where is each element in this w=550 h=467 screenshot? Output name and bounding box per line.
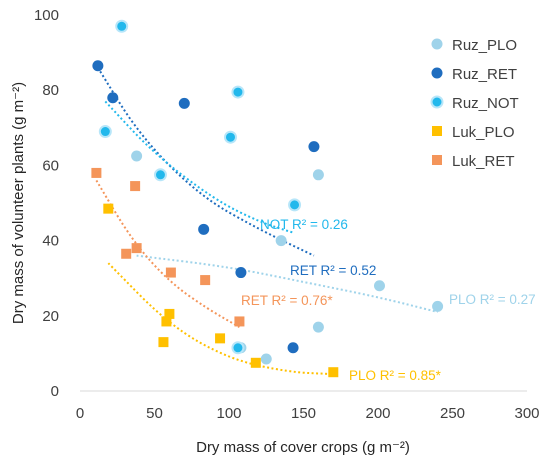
data-point [200,275,211,286]
data-point [178,97,190,109]
data-point [288,198,302,212]
x-tick-label: 150 [291,405,316,422]
data-point [231,85,245,99]
legend-label: Ruz_RET [452,66,517,83]
data-point [158,337,169,348]
y-axis-title: Dry mass of volunteer plants (g m⁻²) [10,82,27,324]
legend-label: Ruz_PLO [452,37,517,54]
data-point [164,308,175,319]
data-point [432,300,444,312]
fit-label-ruz-not: NOT R² = 0.26 [260,217,348,232]
x-tick-label: 100 [216,405,241,422]
y-tick-label: 0 [51,383,59,400]
data-point [161,316,172,327]
legend-marker [431,67,443,79]
data-point [107,92,119,104]
data-point [165,267,176,278]
y-tick-label: 100 [34,7,59,24]
x-tick-label: 250 [440,405,465,422]
data-point [121,248,132,259]
data-point [130,181,141,192]
data-point [223,130,237,144]
data-point [328,367,339,378]
legend-marker [430,95,444,109]
data-point [312,169,324,181]
data-points [91,19,444,378]
x-tick-label: 0 [76,405,84,422]
fit-label-luk-plo: PLO R² = 0.85* [349,368,442,383]
trendlines [95,67,438,376]
x-axis-title: Dry mass of cover crops (g m⁻²) [196,439,410,456]
legend-marker [431,38,443,50]
y-tick-label: 20 [42,308,59,325]
data-point [235,267,247,279]
y-tick-label: 40 [42,233,59,250]
y-tick-label: 80 [42,82,59,99]
y-tick-label: 60 [42,157,59,174]
data-point [215,333,226,344]
x-tick-label: 200 [365,405,390,422]
data-point [131,243,142,254]
trendline-ruz-not [104,100,295,235]
data-point [131,150,143,162]
trendline-ruz-plo [136,254,438,314]
data-point [92,60,104,72]
data-point [260,353,272,365]
tick-labels: 0 50 100 150 200 250 300 0 20 40 60 80 100 [34,7,540,422]
legend-marker [432,126,442,136]
trendline-luk-plo [107,262,334,376]
legend-label: Luk_RET [452,153,515,170]
legend-marker [432,155,442,165]
data-point [312,321,324,333]
data-point [115,19,129,33]
data-point [373,280,385,292]
data-point [91,167,102,178]
trendline-annotations: PLO R² = 0.27 RET R² = 0.52 NOT R² = 0.26 P… [241,217,536,383]
data-point [234,316,245,327]
data-point [250,357,261,368]
data-point [275,235,287,247]
data-point [287,342,299,354]
legend: Ruz_PLO Ruz_RET Ruz_NOT Luk_PLO Luk_RET [430,37,519,170]
data-point [98,125,112,139]
data-point [103,203,114,214]
x-tick-label: 50 [146,405,163,422]
legend-label: Ruz_NOT [452,95,519,112]
fit-label-ruz-plo: PLO R² = 0.27 [449,292,536,307]
fit-label-luk-ret: RET R² = 0.76* [241,293,333,308]
data-point [231,341,245,355]
data-point [153,168,167,182]
trendline-luk-ret [95,179,240,328]
fit-label-ruz-ret: RET R² = 0.52 [290,263,376,278]
x-tick-label: 300 [514,405,539,422]
legend-label: Luk_PLO [452,124,515,141]
data-point [198,223,210,235]
data-point [308,141,320,153]
